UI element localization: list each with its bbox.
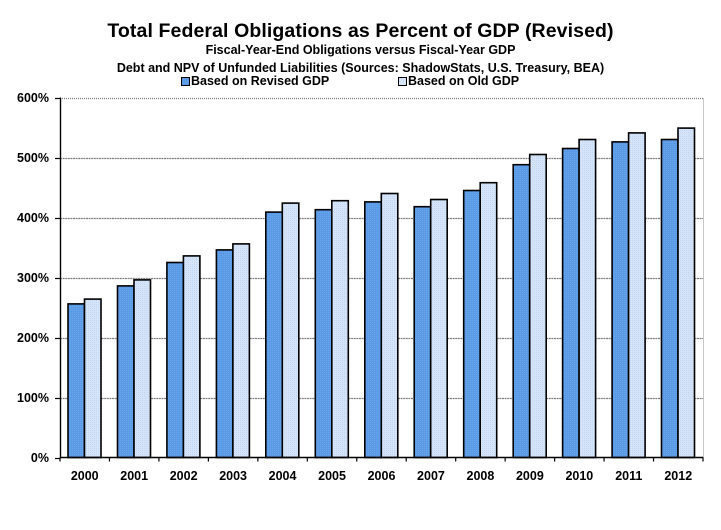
x-tick-label-2012: 2012 — [664, 469, 692, 483]
x-tick-label-2007: 2007 — [417, 469, 445, 483]
bar-old-2005 — [330, 199, 350, 459]
bar-revised-2004 — [264, 211, 284, 459]
y-tick-label-0: 0% — [31, 451, 49, 465]
bars — [67, 127, 696, 459]
x-tick-label-2006: 2006 — [368, 469, 396, 483]
bar-old-2007 — [429, 198, 449, 459]
legend-swatch-old-gdp — [398, 76, 407, 86]
y-tick-label-400: 400% — [17, 211, 49, 225]
x-tick-label-2011: 2011 — [615, 469, 642, 483]
x-tick-label-2000: 2000 — [71, 469, 99, 483]
x-tick-label-2005: 2005 — [318, 469, 346, 483]
x-axis-labels: 2000 2001 2002 2003 2004 2005 2006 2007 2008 2009… — [71, 469, 692, 483]
bar-old-2001 — [133, 279, 152, 459]
bar-revised-2008 — [462, 189, 482, 459]
bar-revised-2001 — [116, 285, 135, 459]
bar-revised-2011 — [611, 141, 630, 459]
y-axis-labels: 0% 100% 200% 300% 400% 500% 600% — [17, 91, 49, 465]
bar-revised-2005 — [314, 208, 333, 459]
x-tick-label-2008: 2008 — [467, 469, 495, 483]
bar-revised-2010 — [561, 147, 580, 459]
bar-old-2009 — [528, 153, 548, 459]
bar-old-2002 — [182, 255, 201, 459]
x-tick-label-2001: 2001 — [120, 469, 148, 483]
bar-revised-2012 — [660, 138, 679, 459]
legend-item-revised-gdp: Based on Revised GDP — [181, 74, 329, 88]
bar-old-2008 — [479, 181, 498, 459]
y-tick-label-200: 200% — [17, 331, 49, 345]
chart-subtitle-sources: Debt and NPV of Unfunded Liabilities (So… — [116, 61, 605, 75]
x-tick-label-2004: 2004 — [269, 469, 297, 483]
legend-item-old-gdp: Based on Old GDP — [398, 74, 519, 88]
x-tick-label-2002: 2002 — [170, 469, 198, 483]
bar-revised-2000 — [67, 303, 86, 459]
bar-old-2000 — [83, 298, 102, 459]
bar-old-2006 — [380, 192, 399, 459]
bar-old-2003 — [232, 243, 251, 459]
bar-revised-2002 — [166, 261, 185, 459]
x-tick-label-2010: 2010 — [565, 469, 593, 483]
bar-old-2010 — [578, 138, 597, 459]
bar-old-2004 — [281, 202, 300, 459]
y-tick-label-100: 100% — [17, 391, 49, 405]
legend-label-old-gdp: Based on Old GDP — [408, 74, 520, 88]
legend-label-revised-gdp: Based on Revised GDP — [191, 74, 330, 88]
y-tick-label-600: 600% — [17, 91, 49, 105]
bar-revised-2009 — [512, 163, 531, 459]
x-tick-label-2009: 2009 — [516, 469, 544, 483]
y-tick-label-300: 300% — [17, 271, 49, 285]
x-tick-label-2003: 2003 — [219, 469, 247, 483]
legend-swatch-revised-gdp — [181, 76, 190, 86]
bar-old-2012 — [677, 127, 696, 459]
bar-old-2011 — [627, 132, 646, 459]
bar-revised-2003 — [215, 249, 234, 459]
axes — [55, 97, 704, 462]
y-tick-label-500: 500% — [17, 151, 49, 165]
chart-title: Total Federal Obligations as Percent of … — [107, 20, 614, 42]
bar-revised-2007 — [413, 205, 432, 459]
chart-subtitle: Fiscal-Year-End Obligations versus Fisca… — [205, 43, 516, 57]
bar-revised-2006 — [363, 201, 383, 459]
